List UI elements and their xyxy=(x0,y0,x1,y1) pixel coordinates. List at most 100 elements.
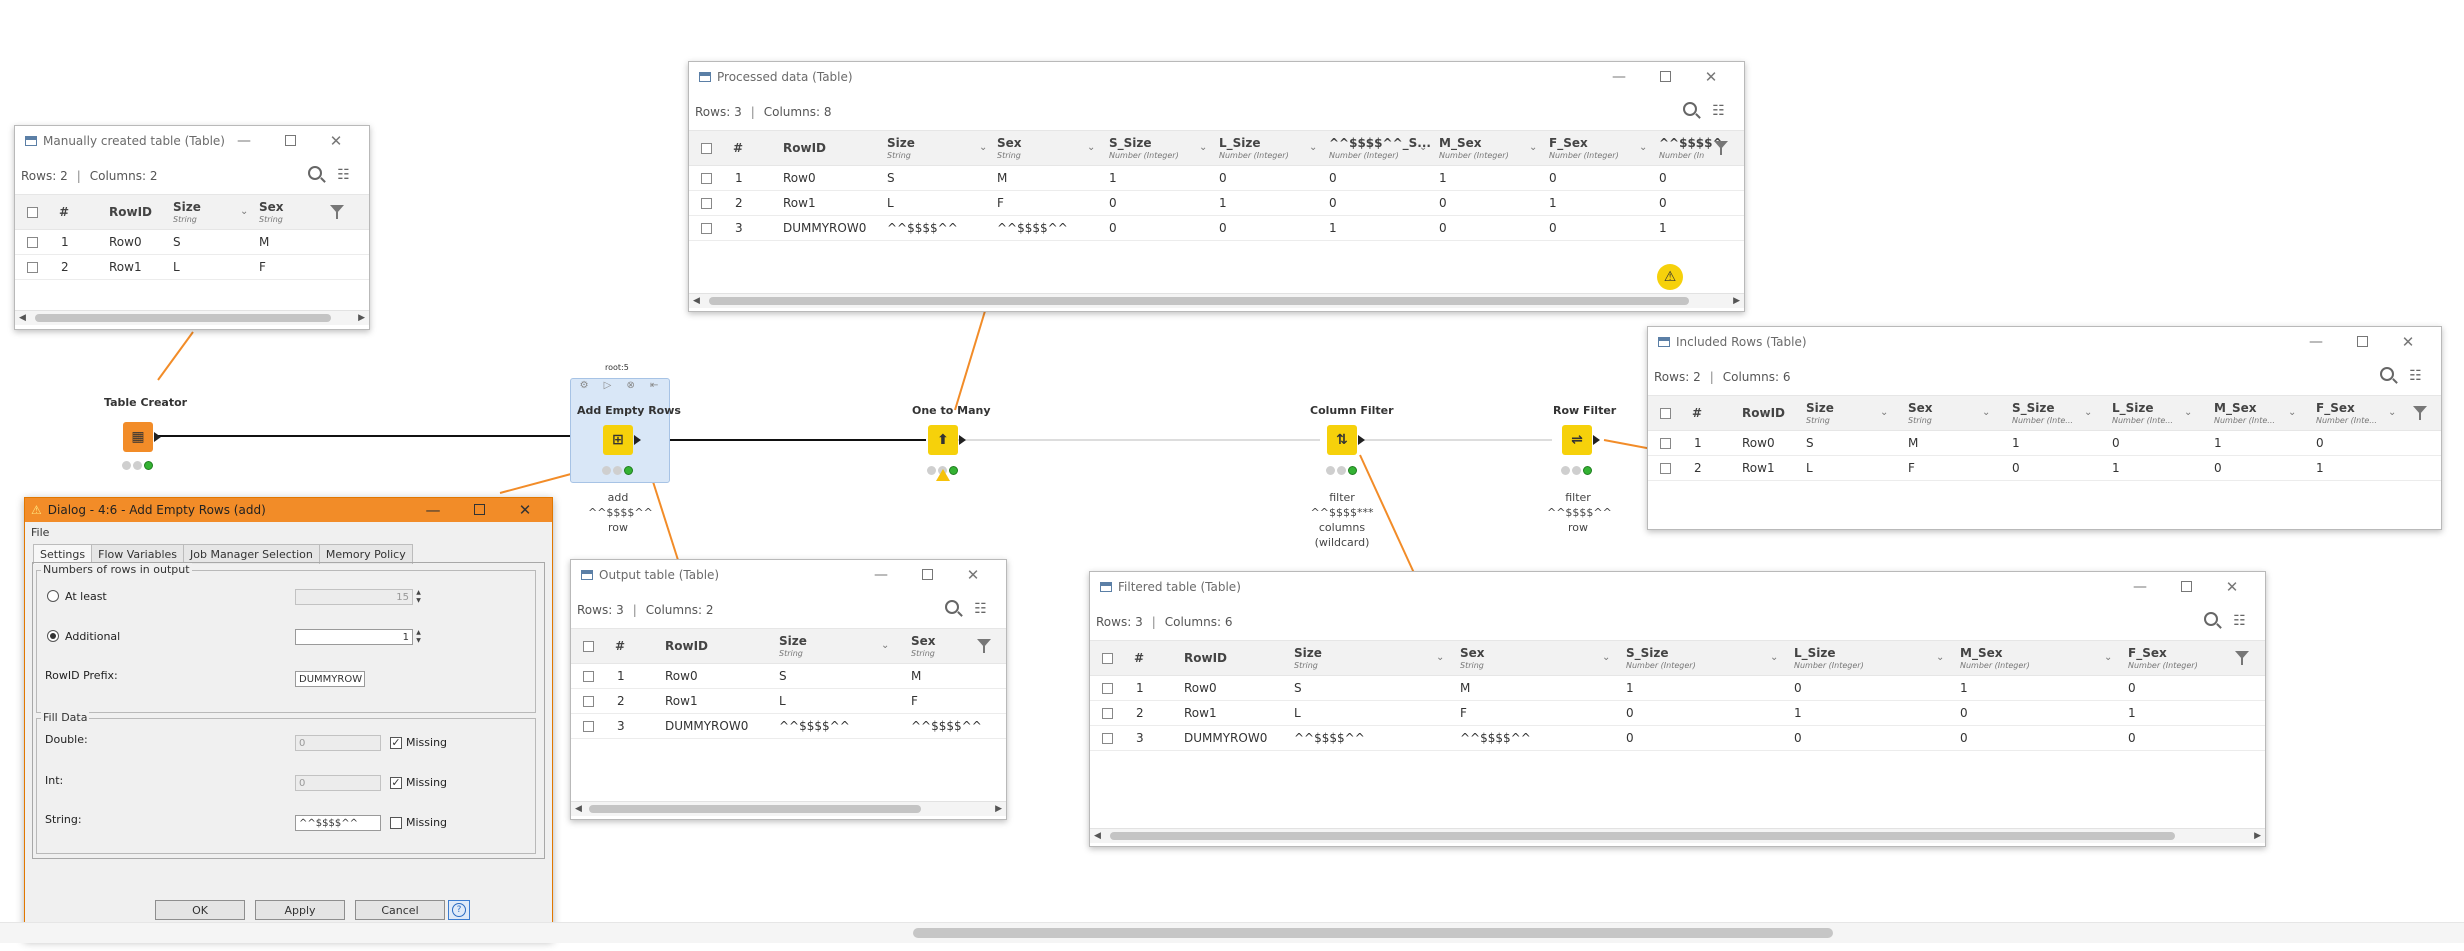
settings-sliders-icon[interactable]: ☷ xyxy=(337,167,350,183)
search-button[interactable] xyxy=(938,600,966,618)
chevron-down-icon[interactable]: ⌄ xyxy=(1436,652,1445,663)
table-row[interactable]: 2 Row1 L F xyxy=(15,255,369,280)
column-filter-node[interactable]: ⇅ xyxy=(1327,425,1357,455)
column-header[interactable]: Sex String xyxy=(997,131,1022,165)
row-checkbox[interactable] xyxy=(701,197,712,209)
chevron-down-icon[interactable]: ⌄ xyxy=(2104,652,2113,663)
additional-field[interactable]: 1 xyxy=(295,629,413,645)
minimize-button[interactable]: — xyxy=(425,501,441,519)
at-least-spinner[interactable]: ▲ ▼ xyxy=(416,589,421,604)
maximize-button[interactable] xyxy=(456,501,502,519)
row-checkbox[interactable] xyxy=(583,670,594,682)
minimize-button[interactable]: — xyxy=(1612,69,1626,85)
column-header[interactable]: Sex String xyxy=(259,195,284,229)
scroll-left-arrow[interactable]: ◀ xyxy=(693,296,700,306)
processed-data-window[interactable]: Processed data (Table) — ✕ Rows: 3 | Columns:… xyxy=(688,61,1745,312)
row-checkbox[interactable] xyxy=(583,695,594,707)
column-header[interactable]: L_Size Number (Integer) xyxy=(1219,131,1289,165)
chevron-down-icon[interactable]: ⌄ xyxy=(1770,652,1779,663)
search-button[interactable] xyxy=(2197,612,2225,630)
table-row[interactable]: 2 Row1 L F 0 1 0 0 1 0 xyxy=(689,191,1744,216)
column-header[interactable]: Sex String xyxy=(1460,641,1485,675)
configure-icon[interactable]: ⚙ xyxy=(579,380,589,391)
column-header[interactable]: F_Sex Number (Integer) xyxy=(1549,131,1619,165)
column-header[interactable]: L_Size Number (Inte... xyxy=(2112,396,2173,430)
at-least-radio[interactable] xyxy=(47,590,59,602)
scroll-right-arrow[interactable]: ▶ xyxy=(995,804,1002,814)
chevron-down-icon[interactable]: ⌄ xyxy=(1309,142,1318,153)
scrollbar-thumb[interactable] xyxy=(709,297,1689,305)
chevron-down-icon[interactable]: ⌄ xyxy=(881,640,890,651)
row-checkbox[interactable] xyxy=(1660,437,1671,449)
execute-icon[interactable]: ▷ xyxy=(603,380,612,391)
scroll-left-arrow[interactable]: ◀ xyxy=(575,804,582,814)
additional-spinner[interactable]: ▲ ▼ xyxy=(416,629,421,644)
table-row[interactable]: 3 DUMMYROW0 ^^$$$$^^ ^^$$$$^^ 0 0 1 0 0 1 xyxy=(689,216,1744,241)
column-header[interactable]: M_Sex Number (Integer) xyxy=(1439,131,1509,165)
table-row[interactable]: 1 Row0 S M xyxy=(15,230,369,255)
chevron-down-icon[interactable]: ⌄ xyxy=(240,206,249,217)
column-header[interactable]: M_Sex Number (Integer) xyxy=(1960,641,2030,675)
table-row[interactable]: 2 Row1 L F 0 1 0 1 xyxy=(1648,456,2441,481)
scroll-left-arrow[interactable]: ◀ xyxy=(19,313,26,323)
select-all-checkbox[interactable] xyxy=(27,206,38,218)
scrollbar-thumb[interactable] xyxy=(35,314,331,322)
chevron-down-icon[interactable]: ⌄ xyxy=(979,142,988,153)
table-row[interactable]: 3 DUMMYROW0 ^^$$$$^^ ^^$$$$^^ 0 0 0 0 xyxy=(1090,726,2265,751)
settings-sliders-icon[interactable]: ☷ xyxy=(2409,368,2422,384)
settings-sliders-icon[interactable]: ☷ xyxy=(2233,613,2246,629)
tab-memory-policy[interactable]: Memory Policy xyxy=(318,544,413,564)
maximize-button[interactable] xyxy=(2339,333,2385,351)
int-field[interactable]: 0 xyxy=(295,775,381,791)
scroll-right-arrow[interactable]: ▶ xyxy=(358,313,365,323)
minimize-button[interactable]: — xyxy=(237,133,251,149)
at-least-field[interactable]: 15 xyxy=(295,589,413,605)
column-header[interactable]: ^^$$$$^^_S... Number (Integer) xyxy=(1329,131,1431,165)
node-action-bar[interactable]: ⚙ ▷ ⊗ ⇤ xyxy=(572,380,666,394)
window-title-bar[interactable]: Processed data (Table) — ✕ xyxy=(689,62,1744,92)
window-title-bar[interactable]: Included Rows (Table) — ✕ xyxy=(1648,327,2441,357)
select-all-checkbox[interactable] xyxy=(583,640,594,652)
cancel-button[interactable]: Cancel xyxy=(355,900,445,920)
apply-button[interactable]: Apply xyxy=(255,900,345,920)
rowid-prefix-field[interactable]: DUMMYROW xyxy=(295,671,365,687)
string-field[interactable]: ^^$$$$^^ xyxy=(295,815,381,831)
column-header[interactable]: F_Sex Number (Inte... xyxy=(2316,396,2377,430)
minimize-button[interactable]: — xyxy=(874,567,888,583)
manual-table-window[interactable]: Manually created table (Table) — ✕ Rows: 2 |… xyxy=(14,125,370,330)
search-button[interactable] xyxy=(1676,102,1704,120)
chevron-down-icon[interactable]: ⌄ xyxy=(2084,407,2093,418)
horizontal-scrollbar[interactable]: ◀ ▶ xyxy=(689,293,1744,308)
column-header[interactable]: Size String xyxy=(1294,641,1322,675)
select-all-checkbox[interactable] xyxy=(701,142,712,154)
string-missing-checkbox[interactable] xyxy=(390,817,402,829)
add-empty-rows-dialog[interactable]: ⚠ Dialog - 4:6 - Add Empty Rows (add) — … xyxy=(24,497,553,940)
filter-icon[interactable] xyxy=(977,639,991,653)
chevron-down-icon[interactable]: ⌄ xyxy=(1602,652,1611,663)
select-all-checkbox[interactable] xyxy=(1102,652,1113,664)
column-header[interactable]: Sex String xyxy=(911,629,936,663)
output-table-window[interactable]: Output table (Table) — ✕ Rows: 3 | Columns: 2… xyxy=(570,559,1007,820)
close-button[interactable]: ✕ xyxy=(966,566,980,584)
column-header[interactable]: S_Size Number (Integer) xyxy=(1109,131,1179,165)
scroll-left-arrow[interactable]: ◀ xyxy=(1094,831,1101,841)
filter-icon[interactable] xyxy=(2235,651,2249,665)
maximize-button[interactable] xyxy=(267,132,313,150)
chevron-down-icon[interactable]: ⌄ xyxy=(1936,652,1945,663)
chevron-down-icon[interactable]: ⌄ xyxy=(1639,142,1648,153)
tab-settings[interactable]: Settings xyxy=(33,544,93,564)
double-field[interactable]: 0 xyxy=(295,735,381,751)
close-button[interactable]: ✕ xyxy=(329,132,343,150)
tab-job-manager[interactable]: Job Manager Selection xyxy=(183,544,320,564)
column-header[interactable]: F_Sex Number (Integer) xyxy=(2128,641,2198,675)
close-button[interactable]: ✕ xyxy=(1704,68,1718,86)
maximize-button[interactable] xyxy=(904,566,950,584)
maximize-button[interactable] xyxy=(2163,578,2209,596)
window-title-bar[interactable]: Filtered table (Table) — ✕ xyxy=(1090,572,2265,602)
column-header[interactable]: S_Size Number (Integer) xyxy=(1626,641,1696,675)
int-missing-checkbox[interactable]: ✓ xyxy=(390,776,402,789)
row-checkbox[interactable] xyxy=(701,172,712,184)
horizontal-scrollbar[interactable]: ◀ ▶ xyxy=(15,310,369,325)
canvas-scrollbar[interactable] xyxy=(0,922,2464,943)
column-header[interactable]: Size String xyxy=(779,629,807,663)
